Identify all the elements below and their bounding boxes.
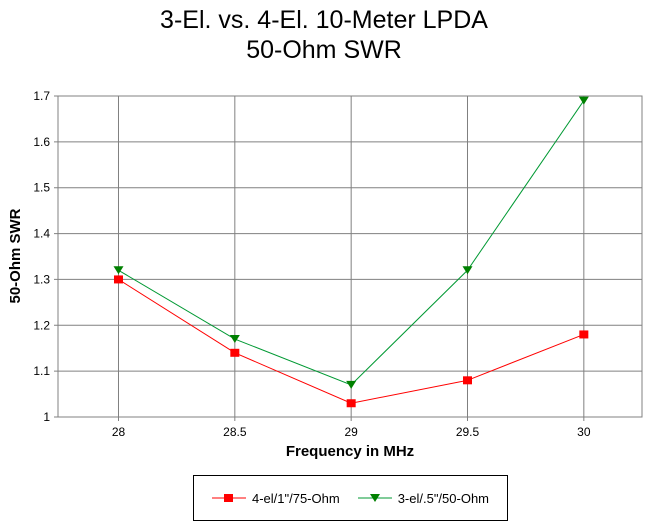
x-axis-label: Frequency in MHz (286, 443, 414, 460)
y-tick-label: 1.1 (33, 364, 50, 378)
y-tick-label: 1.2 (33, 318, 50, 332)
x-tick-label: 28.5 (223, 425, 247, 439)
y-axis-label: 50-Ohm SWR (7, 208, 24, 303)
data-point-square (346, 399, 356, 408)
data-point-triangle (578, 96, 589, 105)
legend-label: 4-el/1"/75-Ohm (251, 490, 340, 506)
x-tick-label: 29.5 (456, 425, 480, 439)
chart-subtitle: 50-Ohm SWR (246, 36, 402, 64)
data-point-square (579, 330, 589, 339)
legend-item-4el: 4-el/1"/75-Ohm (211, 490, 340, 506)
legend-item-3el: 3-el/.5"/50-Ohm (357, 490, 490, 506)
data-point-square (113, 275, 123, 284)
x-tick-label: 28 (112, 425, 126, 439)
legend-label: 3-el/.5"/50-Ohm (397, 490, 490, 506)
y-tick-label: 1.6 (33, 135, 50, 149)
y-tick-label: 1.3 (33, 272, 50, 286)
data-point-square (462, 376, 472, 385)
data-point-triangle (229, 335, 240, 344)
data-point-triangle (113, 266, 124, 275)
y-tick-label: 1.4 (33, 227, 50, 241)
legend: 4-el/1"/75-Ohm 3-el/.5"/50-Ohm (193, 475, 508, 521)
plot-frame (57, 95, 643, 418)
chart-title: 3-El. vs. 4-El. 10-Meter LPDA (160, 6, 488, 34)
data-point-square (230, 348, 240, 357)
legend-green-triangle-marker-icon (357, 494, 392, 502)
y-tick-label: 1 (43, 410, 50, 424)
data-point-triangle (462, 266, 473, 275)
y-tick-label: 1.5 (33, 181, 50, 195)
y-tick-label: 1.7 (33, 89, 50, 103)
legend-red-square-marker-icon (211, 494, 246, 502)
data-point-triangle (346, 380, 357, 389)
x-tick-label: 29 (344, 425, 358, 439)
x-tick-label: 30 (577, 425, 591, 439)
